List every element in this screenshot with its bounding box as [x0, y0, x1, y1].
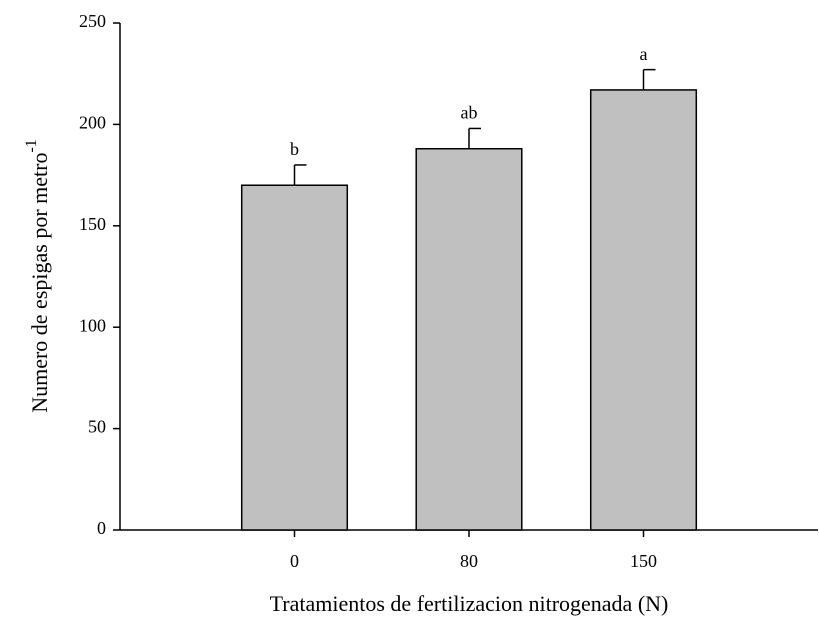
x-tick-label: 80: [460, 551, 478, 571]
x-axis-label: Tratamientos de fertilizacion nitrogenad…: [270, 591, 669, 616]
x-tick-label: 0: [290, 551, 299, 571]
y-tick-label: 200: [79, 113, 106, 133]
x-tick-label: 150: [630, 551, 657, 571]
y-tick-label: 50: [88, 417, 106, 437]
y-axis-label: Numero de espigas por metro-1: [23, 139, 52, 413]
significance-label: a: [640, 44, 648, 64]
y-tick-label: 250: [79, 11, 106, 31]
y-axis-label-main: Numero de espigas por metro: [27, 153, 52, 413]
significance-label: ab: [461, 103, 478, 123]
y-tick-label: 100: [79, 315, 106, 335]
significance-label: b: [290, 139, 299, 159]
bar: [589, 89, 698, 531]
y-axis-label-superscript: -1: [23, 139, 40, 152]
bar: [240, 184, 349, 531]
y-tick-label: 0: [97, 518, 106, 538]
bar: [415, 147, 523, 531]
y-tick-label: 150: [79, 214, 106, 234]
